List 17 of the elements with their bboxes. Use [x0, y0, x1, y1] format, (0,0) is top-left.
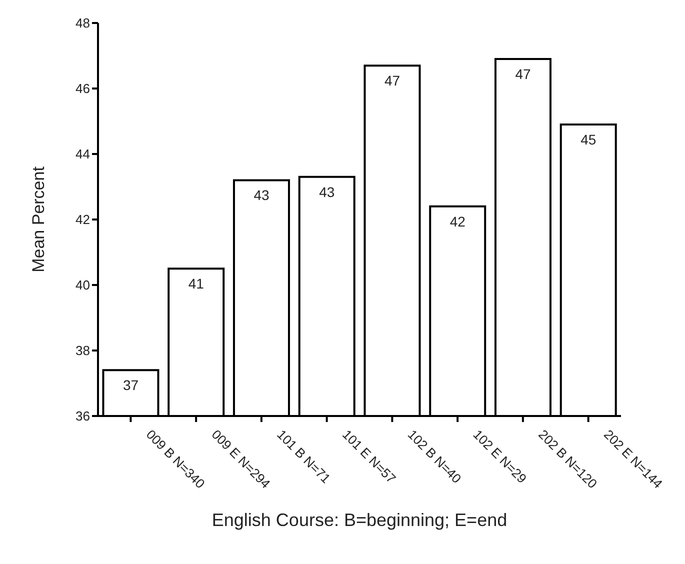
- data-label: 47: [515, 66, 531, 82]
- data-label: 42: [450, 213, 466, 230]
- data-label: 41: [188, 276, 204, 292]
- data-label: 47: [384, 72, 400, 89]
- data-label: 43: [319, 184, 335, 200]
- y-axis-title: Mean Percent: [29, 166, 48, 272]
- y-tick-label: 38: [76, 343, 90, 358]
- x-axis-title: English Course: B=beginning; E=end: [212, 510, 508, 530]
- y-tick-label: 46: [76, 81, 90, 96]
- y-tick-label: 36: [76, 408, 90, 424]
- data-label: 45: [580, 131, 596, 148]
- y-tick-label: 40: [76, 278, 90, 293]
- data-label: 37: [122, 377, 139, 394]
- y-tick-label: 42: [76, 212, 90, 228]
- y-tick-label: 48: [76, 16, 90, 31]
- y-tick-label: 44: [76, 146, 90, 162]
- data-label: 43: [254, 187, 270, 204]
